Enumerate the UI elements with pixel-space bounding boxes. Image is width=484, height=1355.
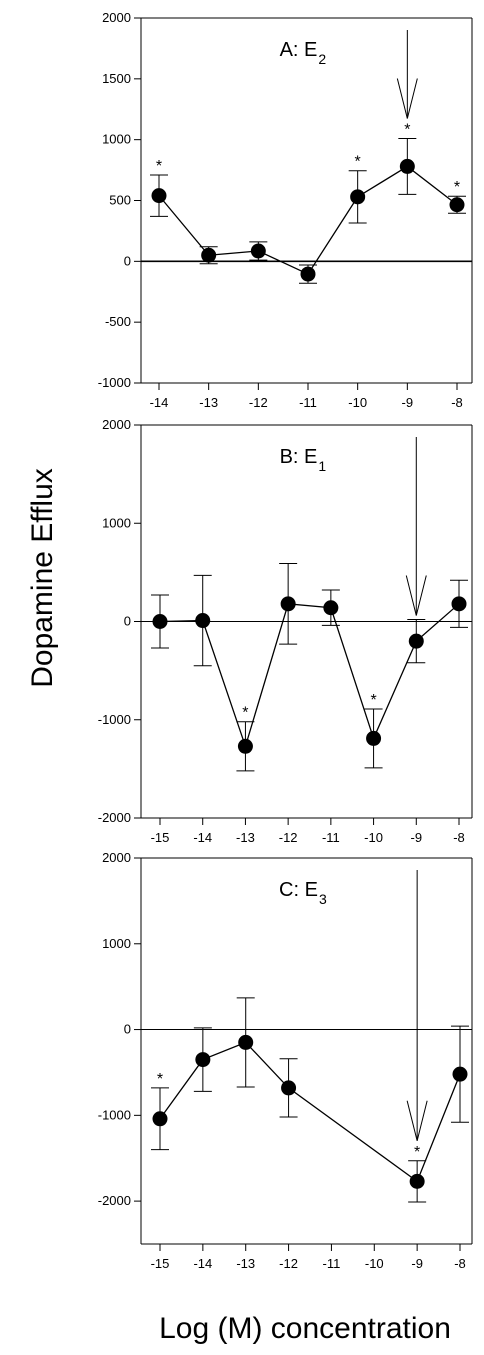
y-tick-label: -500 <box>105 314 131 329</box>
y-tick-label: 0 <box>124 1022 131 1037</box>
x-tick-label: -13 <box>236 1256 255 1271</box>
data-point <box>195 613 211 629</box>
y-axis-title: Dopamine Efflux <box>26 468 59 688</box>
significance-star: * <box>454 179 460 196</box>
x-tick-label: -13 <box>236 830 255 845</box>
x-tick-label: -10 <box>364 830 383 845</box>
series-line <box>159 1041 461 1183</box>
data-point <box>195 1052 211 1068</box>
x-tick-label: -8 <box>451 395 463 410</box>
data-point <box>409 1173 425 1189</box>
y-tick-label: 0 <box>124 614 131 629</box>
x-tick-label: -11 <box>323 1256 341 1271</box>
x-tick-label: -10 <box>365 1256 384 1271</box>
data-point <box>449 197 465 213</box>
data-point <box>452 1066 468 1082</box>
x-tick-label: -14 <box>193 1256 212 1271</box>
data-point <box>451 596 467 612</box>
x-axis-title: Log (M) concentration <box>159 1312 451 1345</box>
data-point <box>350 189 366 205</box>
x-tick-label: -15 <box>151 830 170 845</box>
x-tick-label: -11 <box>322 830 340 845</box>
panel-title-subscript: 2 <box>318 51 326 67</box>
significance-star: * <box>156 158 162 175</box>
x-tick-label: -10 <box>348 395 367 410</box>
x-tick-label: -14 <box>193 830 212 845</box>
panel-title-subscript: 1 <box>318 458 326 474</box>
significance-star: * <box>370 692 376 709</box>
data-point <box>366 730 382 746</box>
arrow-head <box>405 575 427 616</box>
panel-title: A: E <box>280 39 318 61</box>
data-point <box>300 266 316 282</box>
x-tick-label: -11 <box>299 395 317 410</box>
y-tick-label: 2000 <box>102 417 131 432</box>
y-tick-label: 1000 <box>102 936 131 951</box>
x-tick-label: -12 <box>279 830 298 845</box>
chart-panel-b: -2000 -1000 0 1000 2000 -15 -14 -13 -12 -11 -10 -9 -… <box>98 417 473 845</box>
data-point <box>237 738 253 754</box>
series-line <box>159 603 460 749</box>
y-tick-label: -2000 <box>98 1193 131 1208</box>
arrow-head <box>396 78 418 119</box>
x-tick-label: -12 <box>279 1256 298 1271</box>
arrow-head <box>406 1100 428 1141</box>
y-tick-label: -1000 <box>98 375 131 390</box>
x-tick-label: -12 <box>249 395 268 410</box>
x-tick-label: -14 <box>150 395 169 410</box>
panel-title: C: E <box>279 879 318 901</box>
data-point <box>281 1080 297 1096</box>
y-tick-label: 2000 <box>102 850 131 865</box>
y-tick-label: -2000 <box>98 810 131 825</box>
data-point <box>323 600 339 616</box>
chart-panel-c: -2000 -1000 0 1000 2000 -15 -14 -13 -12 -11 -10 -9 -… <box>98 850 473 1271</box>
panel-title: B: E <box>280 446 318 468</box>
y-tick-label: 500 <box>109 193 131 208</box>
x-tick-label: -13 <box>199 395 218 410</box>
data-point <box>250 243 266 259</box>
chart-panel-a: -1000 -500 0 500 1000 1500 2000 -14 -13 -12 -11 -10… <box>98 10 473 410</box>
data-point <box>238 1034 254 1050</box>
y-tick-label: -1000 <box>98 1107 131 1122</box>
significance-star: * <box>414 1144 420 1161</box>
x-tick-label: -9 <box>411 830 423 845</box>
data-point <box>152 614 168 629</box>
data-point <box>280 596 296 612</box>
x-tick-label: -15 <box>151 1256 170 1271</box>
y-tick-label: 1500 <box>102 71 131 86</box>
significance-star: * <box>355 154 361 171</box>
y-tick-label: -1000 <box>98 712 131 727</box>
significance-star: * <box>157 1071 163 1088</box>
x-tick-label: -9 <box>411 1256 423 1271</box>
y-tick-label: 2000 <box>102 10 131 25</box>
data-point <box>408 633 424 649</box>
data-point <box>151 188 167 204</box>
x-tick-label: -8 <box>453 830 465 845</box>
significance-star: * <box>242 705 248 722</box>
x-tick-label: -8 <box>454 1256 466 1271</box>
data-point <box>152 1111 168 1127</box>
y-tick-label: 0 <box>124 253 131 268</box>
data-point <box>399 158 415 174</box>
significance-star: * <box>404 121 410 138</box>
panel-title-subscript: 3 <box>319 891 327 907</box>
data-point <box>201 247 217 263</box>
y-tick-label: 1000 <box>102 132 131 147</box>
y-tick-label: 1000 <box>102 515 131 530</box>
x-tick-label: -9 <box>402 395 414 410</box>
